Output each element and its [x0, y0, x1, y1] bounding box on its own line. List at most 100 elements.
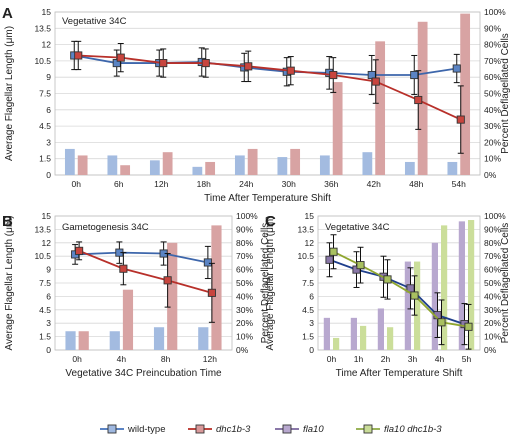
series-line-dhc1b-3	[78, 54, 462, 121]
y-tick-label: 0	[46, 345, 51, 355]
data-point-dhc1b-3	[371, 77, 380, 86]
bar-wild-type	[234, 155, 245, 175]
y2-axis-label: Percent Deflagellated Cells	[500, 33, 511, 154]
x-tick-label: 12h	[154, 179, 168, 189]
y-tick-label: 15	[42, 7, 52, 17]
y-tick-label: 12	[42, 40, 52, 50]
y-tick-label: 9	[46, 265, 51, 275]
y2-axis-label: Percent Deflagellated Cells	[500, 223, 511, 344]
panel-b: B 0 1.5 3 4.5 6 7.5 9 10.5 12 13.5 15 0% 10% 20% 30% 40%…	[2, 211, 271, 379]
y2-tick-label: 80%	[484, 238, 501, 248]
y-tick-label: 7.5	[302, 278, 314, 288]
bar-dhc1b-3	[120, 165, 131, 175]
x-tick-label: 4h	[435, 354, 445, 364]
data-point-dhc1b-3	[286, 66, 295, 75]
bar-fla10-dhc1b-3	[414, 261, 421, 350]
y-tick-label: 4.5	[39, 121, 51, 131]
x-axis-label: Time After Temperature Shift	[336, 368, 463, 379]
y-tick-label: 15	[305, 211, 315, 221]
legend: wild-type dhc1b-3 fla10 fla10 dhc1b-3	[100, 424, 442, 435]
legend-label: fla10 dhc1b-3	[384, 424, 442, 435]
bar-wild-type	[447, 161, 458, 175]
y2-tick-label: 0%	[236, 345, 249, 355]
x-tick-label: 8h	[161, 354, 171, 364]
bar-dhc1b-3	[162, 152, 173, 175]
y-tick-label: 0	[309, 345, 314, 355]
y-tick-label: 10.5	[34, 251, 51, 261]
series-line-wild-type	[75, 251, 209, 264]
legend-label: fla10	[303, 424, 324, 435]
panel-letter: B	[2, 213, 13, 230]
bar-fla10-dhc1b-3	[387, 327, 394, 350]
panel-a: A 0 1.5 3 4.5 6 7.5 9 10.5 12 13.5 15 0% 10% 20% 30% 40%…	[2, 5, 511, 204]
x-tick-label: 54h	[452, 179, 466, 189]
bar-wild-type	[64, 148, 75, 175]
x-tick-label: 30h	[282, 179, 296, 189]
y2-tick-label: 100%	[484, 211, 506, 221]
x-tick-label: 5h	[462, 354, 472, 364]
bar-wild-type	[319, 155, 330, 175]
series-line-fla10-dhc1b-3	[333, 250, 469, 328]
bar-wild-type	[153, 327, 165, 350]
data-point-fla10-dhc1b-3	[410, 291, 419, 300]
y-tick-label: 13.5	[34, 23, 51, 33]
x-tick-label: 0h	[72, 179, 82, 189]
bar-dhc1b-3	[122, 289, 134, 350]
data-point-dhc1b-3	[456, 115, 465, 124]
data-point-wild-type	[452, 64, 461, 73]
y2-tick-label: 30%	[484, 121, 501, 131]
chart-title: Vegetative 34C	[325, 222, 390, 233]
bar-dhc1b-3	[211, 225, 222, 350]
data-point-fla10	[325, 255, 334, 264]
y-tick-label: 13.5	[297, 224, 314, 234]
data-point-dhc1b-3	[414, 95, 423, 105]
y-tick-label: 7.5	[39, 89, 51, 99]
y-axis-label: Average Flagellar Length (μm)	[4, 215, 15, 350]
y-tick-label: 1.5	[39, 154, 51, 164]
y2-tick-label: 50%	[236, 278, 253, 288]
bar-dhc1b-3	[167, 242, 178, 350]
x-tick-label: 4h	[117, 354, 127, 364]
data-point-dhc1b-3	[119, 264, 128, 273]
y2-tick-label: 90%	[484, 224, 501, 234]
bar-dhc1b-3	[247, 148, 258, 175]
y-tick-label: 10.5	[34, 56, 51, 66]
chart-title: Gametogenesis 34C	[62, 222, 149, 233]
series-line-dhc1b-3	[78, 250, 213, 294]
y2-tick-label: 20%	[484, 318, 501, 328]
panel-letter: C	[265, 213, 276, 230]
y-tick-label: 1.5	[302, 332, 314, 342]
x-tick-label: 1h	[354, 354, 364, 364]
x-tick-label: 18h	[197, 179, 211, 189]
series-line-wild-type	[74, 54, 457, 76]
panel-letter: A	[2, 5, 13, 22]
y2-tick-label: 100%	[236, 211, 258, 221]
bar-dhc1b-3	[375, 41, 386, 176]
y-tick-label: 12	[305, 238, 315, 248]
x-tick-label: 36h	[324, 179, 338, 189]
y2-tick-label: 80%	[236, 238, 253, 248]
legend-marker	[363, 424, 373, 434]
data-point-dhc1b-3	[159, 59, 168, 68]
legend-marker	[107, 424, 117, 434]
plot-area	[54, 11, 481, 176]
data-point-wild-type	[410, 70, 419, 80]
bar-fla10	[404, 261, 411, 350]
x-axis-label: Time After Temperature Shift	[204, 193, 331, 204]
y-tick-label: 4.5	[39, 305, 51, 315]
y-axis-label: Average Flagellar Length (μm)	[4, 26, 15, 161]
y2-tick-label: 20%	[484, 137, 501, 147]
y2-tick-label: 0%	[484, 170, 497, 180]
y-tick-label: 12	[42, 238, 52, 248]
data-point-wild-type	[203, 258, 212, 267]
data-point-dhc1b-3	[329, 70, 338, 80]
bar-wild-type	[277, 157, 288, 175]
legend-label: dhc1b-3	[216, 424, 251, 435]
bar-fla10	[323, 317, 330, 350]
data-point-fla10-dhc1b-3	[437, 318, 446, 327]
bar-fla10	[431, 242, 438, 350]
bar-dhc1b-3	[205, 161, 216, 175]
y-tick-label: 9	[46, 72, 51, 82]
legend-marker	[195, 424, 205, 434]
